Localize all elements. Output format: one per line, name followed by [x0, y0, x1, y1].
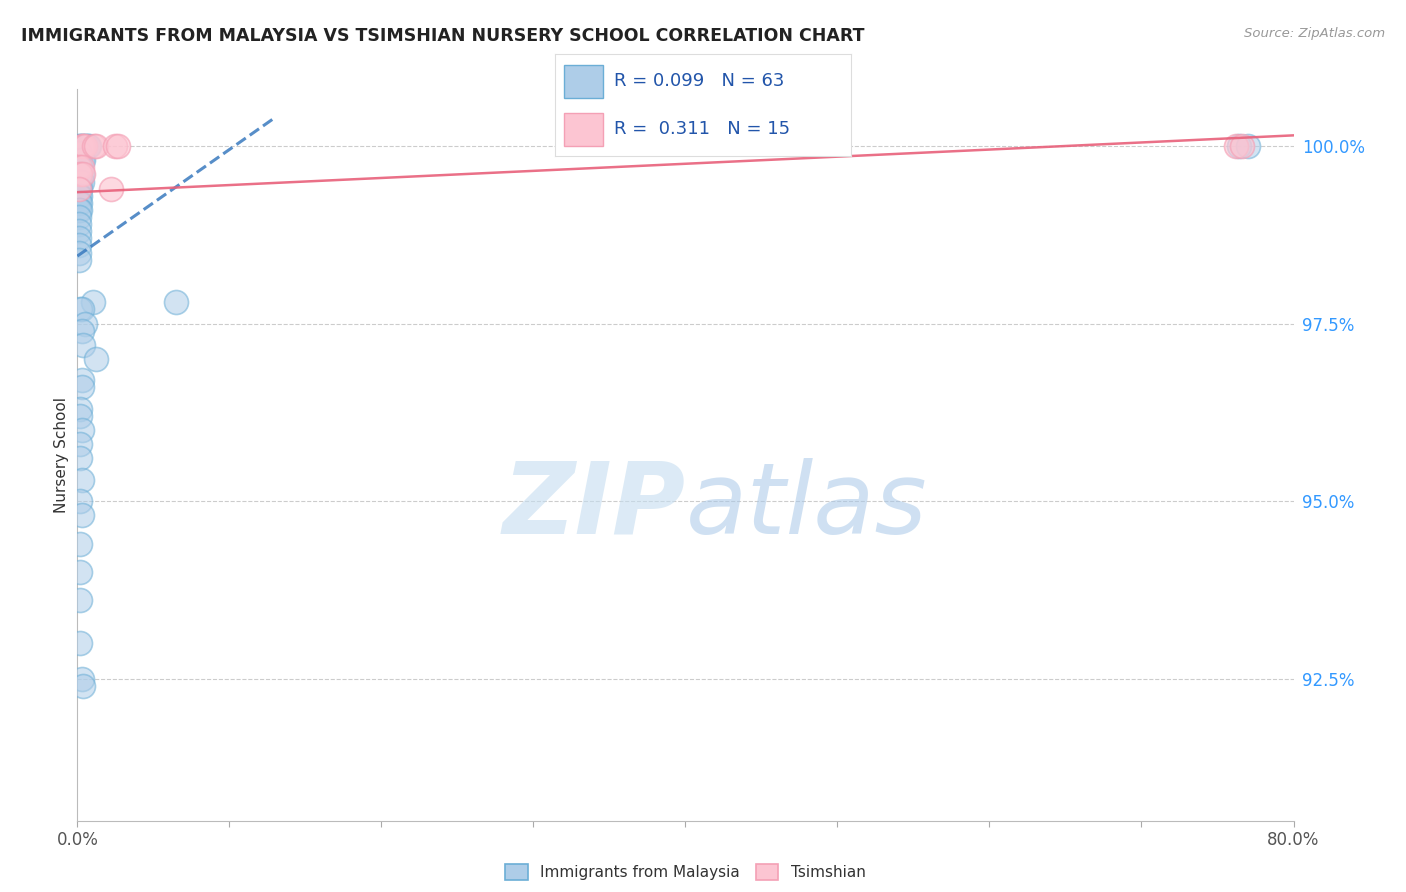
- Point: [69, 168, 91, 182]
- Point: [67, 188, 90, 202]
- Point: [70, 380, 93, 394]
- Point: [73, 139, 96, 153]
- Point: [100, 181, 122, 195]
- Point: [1225, 139, 1247, 153]
- Point: [70, 139, 93, 153]
- Text: Source: ZipAtlas.com: Source: ZipAtlas.com: [1244, 27, 1385, 40]
- Point: [69, 565, 91, 579]
- Point: [67, 231, 90, 245]
- Point: [67, 195, 90, 210]
- Point: [70, 373, 93, 387]
- Point: [67, 181, 90, 195]
- Point: [67, 161, 90, 175]
- Point: [67, 245, 90, 260]
- Point: [69, 161, 91, 175]
- Point: [72, 139, 94, 153]
- Y-axis label: Nursery School: Nursery School: [53, 397, 69, 513]
- Text: atlas: atlas: [686, 458, 927, 555]
- Point: [83, 139, 105, 153]
- Point: [67, 238, 90, 252]
- Point: [165, 295, 187, 310]
- Point: [70, 139, 93, 153]
- Text: R =  0.311   N = 15: R = 0.311 N = 15: [614, 120, 790, 138]
- Point: [67, 202, 90, 217]
- Point: [1230, 139, 1253, 153]
- Point: [84, 352, 107, 367]
- Point: [67, 146, 90, 161]
- Point: [69, 409, 91, 423]
- Point: [84, 139, 107, 153]
- Point: [69, 181, 91, 195]
- Bar: [564, 113, 603, 145]
- Point: [72, 153, 94, 168]
- Point: [69, 174, 91, 188]
- Point: [70, 161, 93, 175]
- Point: [69, 494, 91, 508]
- Point: [70, 508, 93, 523]
- Point: [70, 423, 93, 437]
- Point: [67, 139, 90, 153]
- Point: [70, 302, 93, 317]
- Point: [70, 153, 93, 168]
- Point: [69, 153, 91, 168]
- Bar: [564, 65, 603, 97]
- Point: [67, 161, 90, 175]
- Point: [1237, 139, 1260, 153]
- Point: [69, 636, 91, 650]
- Text: ZIP: ZIP: [502, 458, 686, 555]
- Point: [70, 672, 93, 686]
- Text: R = 0.099   N = 63: R = 0.099 N = 63: [614, 72, 785, 90]
- Point: [69, 451, 91, 466]
- Point: [73, 317, 96, 331]
- Point: [72, 139, 94, 153]
- Point: [82, 295, 104, 310]
- Point: [1227, 139, 1250, 153]
- Point: [69, 537, 91, 551]
- Point: [72, 338, 94, 352]
- Point: [69, 195, 91, 210]
- Point: [69, 146, 91, 161]
- Point: [69, 401, 91, 416]
- Point: [69, 168, 91, 182]
- Point: [75, 139, 97, 153]
- Point: [107, 139, 129, 153]
- Point: [67, 210, 90, 224]
- Point: [73, 139, 96, 153]
- Point: [70, 174, 93, 188]
- Point: [69, 188, 91, 202]
- Point: [72, 168, 94, 182]
- Point: [77, 139, 100, 153]
- Legend: Immigrants from Malaysia, Tsimshian: Immigrants from Malaysia, Tsimshian: [499, 858, 872, 886]
- Point: [67, 217, 90, 231]
- Point: [70, 473, 93, 487]
- Point: [79, 139, 101, 153]
- Point: [69, 302, 91, 317]
- Point: [70, 324, 93, 338]
- Point: [104, 139, 127, 153]
- Point: [67, 174, 90, 188]
- Point: [69, 437, 91, 451]
- Point: [72, 679, 94, 693]
- Point: [70, 168, 93, 182]
- Point: [69, 202, 91, 217]
- Point: [69, 139, 91, 153]
- Point: [67, 224, 90, 238]
- Point: [67, 181, 90, 195]
- Text: IMMIGRANTS FROM MALAYSIA VS TSIMSHIAN NURSERY SCHOOL CORRELATION CHART: IMMIGRANTS FROM MALAYSIA VS TSIMSHIAN NU…: [21, 27, 865, 45]
- Point: [67, 168, 90, 182]
- Point: [67, 252, 90, 267]
- Point: [69, 593, 91, 607]
